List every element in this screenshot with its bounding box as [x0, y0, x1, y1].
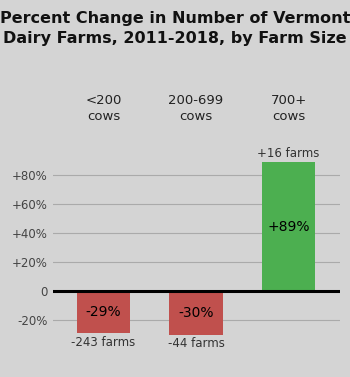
Bar	[262, 162, 315, 291]
Text: 200-699
cows: 200-699 cows	[168, 93, 224, 123]
Text: 700+
cows: 700+ cows	[271, 93, 307, 123]
Text: +89%: +89%	[267, 220, 310, 234]
Text: +16 farms: +16 farms	[257, 147, 320, 160]
Text: <200
cows: <200 cows	[85, 93, 121, 123]
Text: -30%: -30%	[178, 306, 214, 320]
Text: -243 farms: -243 farms	[71, 336, 135, 349]
Text: -29%: -29%	[86, 305, 121, 319]
Bar	[77, 291, 130, 334]
Bar	[169, 291, 223, 335]
Text: Percent Change in Number of Vermont
Dairy Farms, 2011-2018, by Farm Size: Percent Change in Number of Vermont Dair…	[0, 11, 350, 46]
Text: -44 farms: -44 farms	[168, 337, 224, 350]
